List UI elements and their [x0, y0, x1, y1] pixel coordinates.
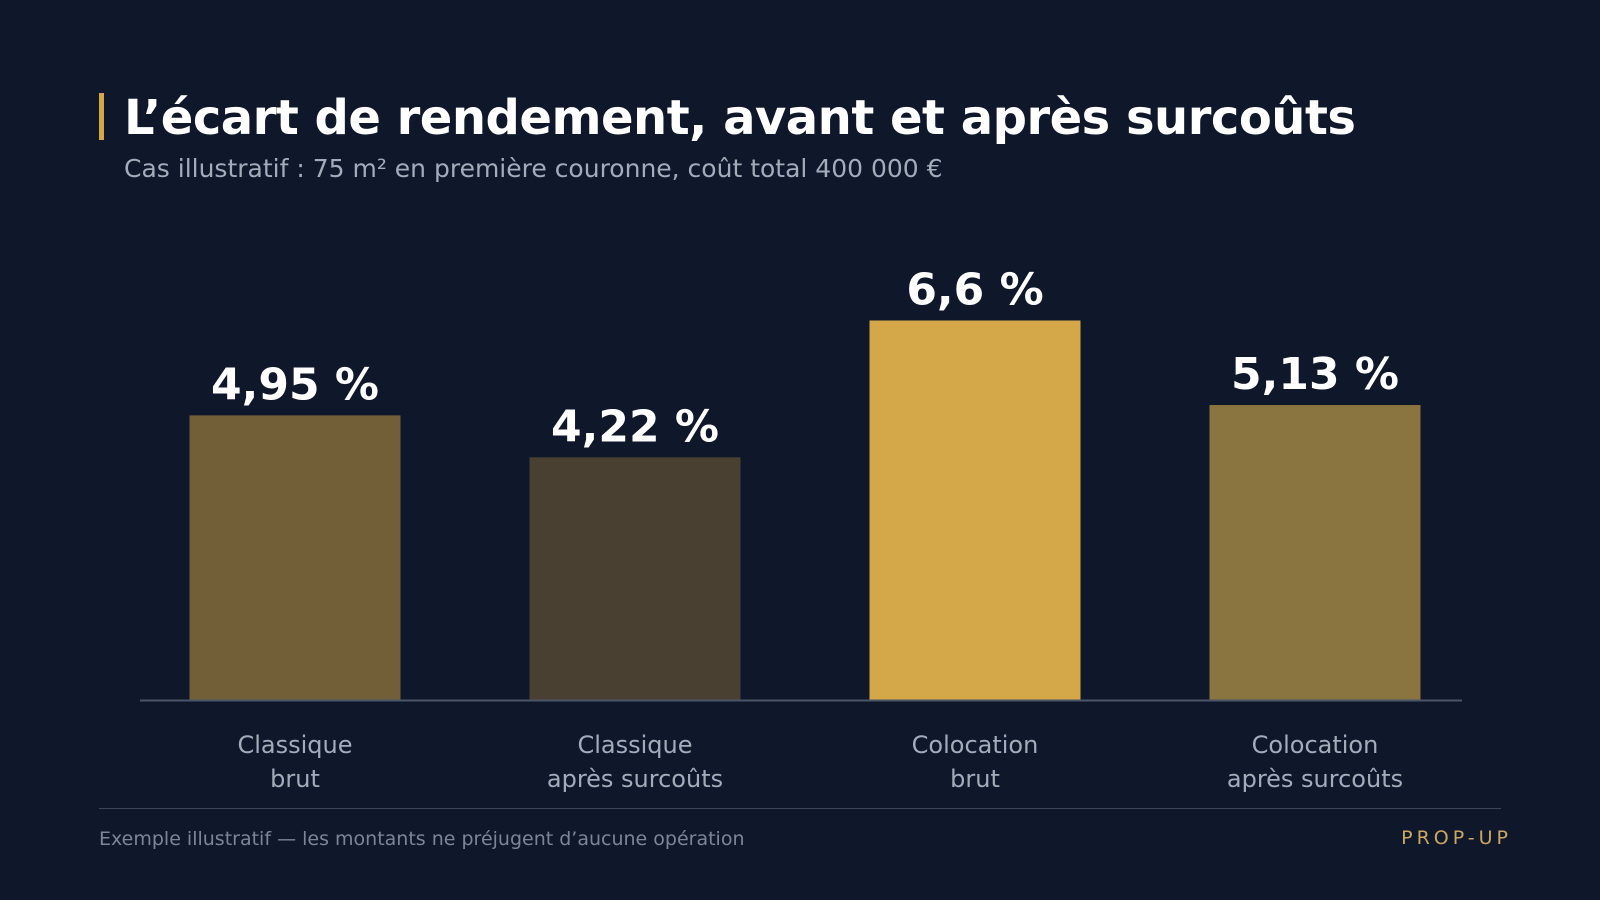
value-label-2: 4,22 % — [551, 401, 719, 452]
value-label-1: 4,95 % — [211, 359, 379, 410]
category-label-1-line-1: Classique — [237, 731, 352, 759]
brand-logo-text: PROP-UP — [1401, 827, 1512, 849]
category-label-4-line-1: Colocation — [1252, 731, 1379, 759]
value-label-3: 6,6 % — [906, 265, 1043, 316]
value-label-4: 5,13 % — [1231, 349, 1399, 400]
category-label-2-line-1: Classique — [577, 731, 692, 759]
category-label-3-line-2: brut — [950, 765, 1000, 793]
category-label-1-line-2: brut — [270, 765, 320, 793]
bar-4 — [1209, 405, 1421, 700]
category-label-2-line-2: après surcoûts — [547, 765, 723, 793]
category-label-4-line-2: après surcoûts — [1227, 765, 1403, 793]
bar-3 — [869, 320, 1081, 700]
category-label-3-line-1: Colocation — [912, 731, 1039, 759]
footer-note: Exemple illustratif — les montants ne pr… — [99, 828, 745, 850]
page-title: L’écart de rendement, avant et après sur… — [124, 90, 1356, 146]
title-accent-bar — [99, 93, 104, 140]
page-subtitle: Cas illustratif : 75 m² en première cour… — [124, 154, 943, 183]
bar-1 — [189, 415, 401, 700]
bar-2 — [529, 457, 741, 700]
footer-divider — [99, 808, 1501, 809]
